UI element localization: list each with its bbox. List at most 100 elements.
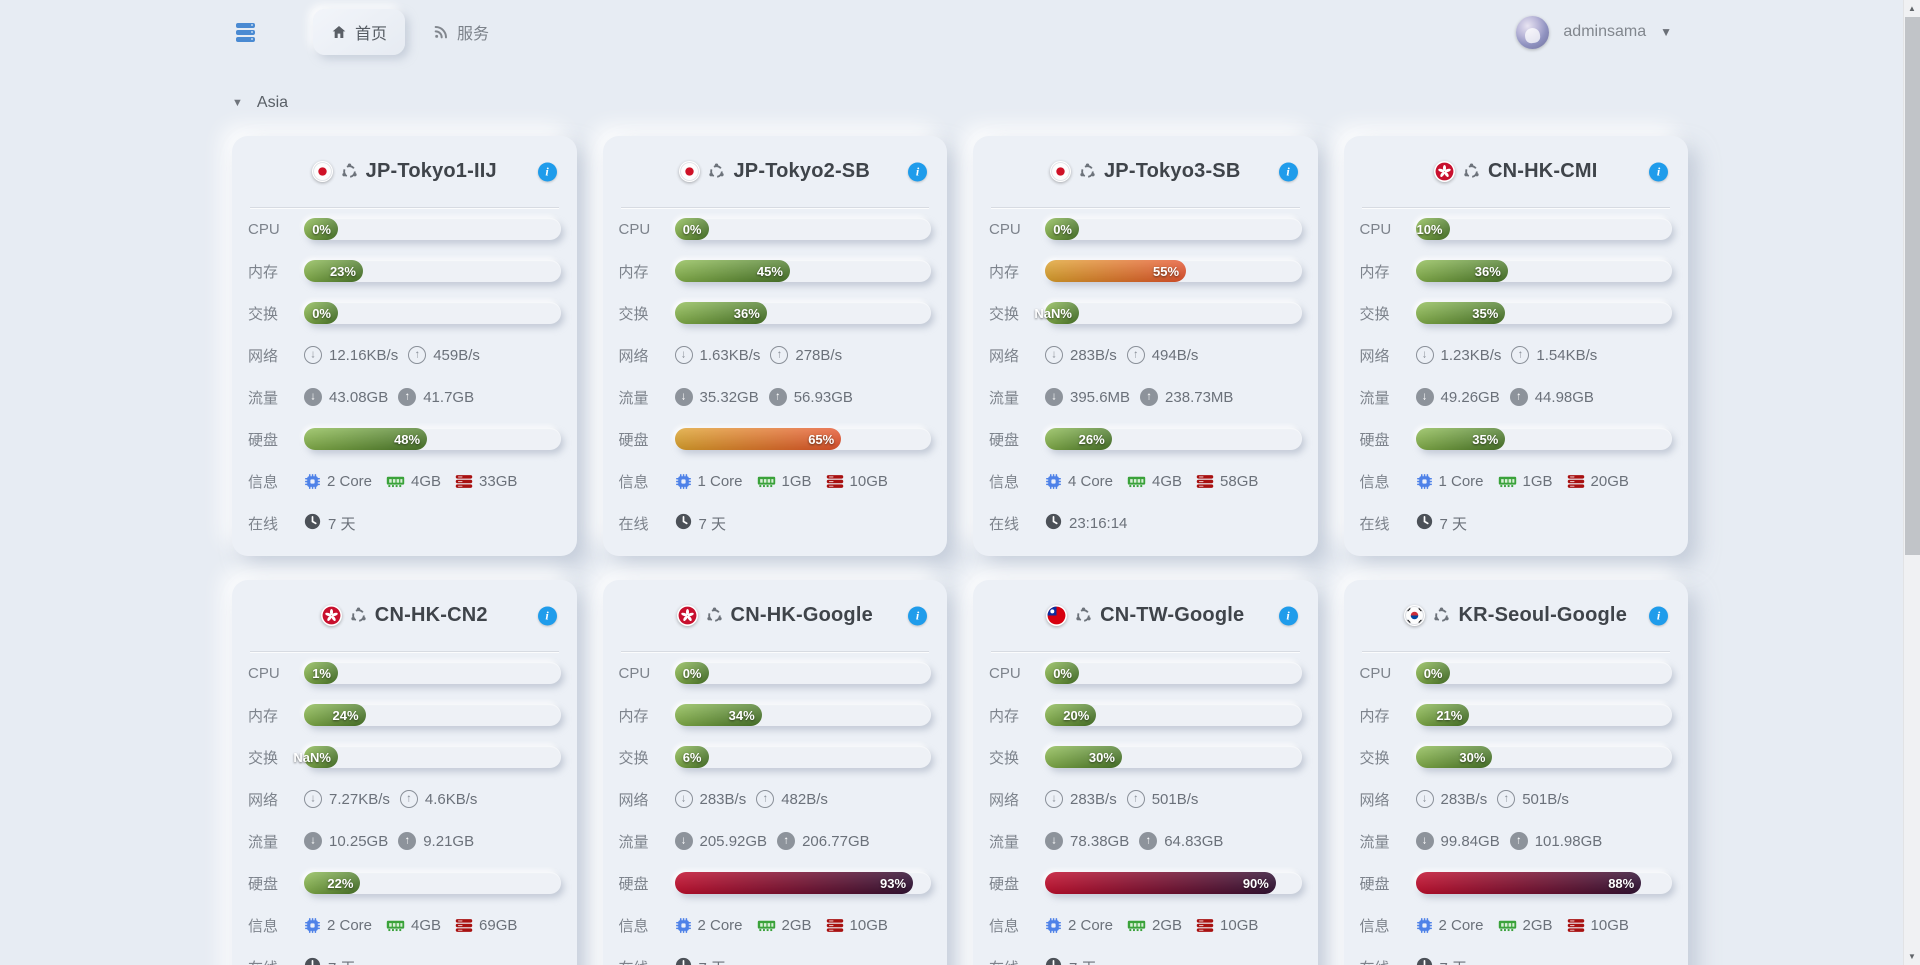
info-icon[interactable]: i: [537, 606, 557, 625]
swap-label: 交换: [989, 305, 1020, 323]
disk-label: 硬盘: [1359, 875, 1390, 893]
download-circle-outline-icon: ↓: [304, 790, 322, 808]
disk-percent: 22%: [327, 875, 354, 891]
swap-row: 交换 30%: [1360, 736, 1672, 778]
disk-drive-icon: [455, 474, 473, 489]
scroll-down-button[interactable]: ▼: [1908, 952, 1916, 961]
traffic-row: 流量 ↓ 99.84GB ↑ 101.98GB: [1360, 820, 1673, 862]
traffic-label: 流量: [618, 389, 649, 407]
server-card: KR-Seoul-Google i CPU 0% 内存 21% 交换 30% 网…: [1343, 580, 1688, 965]
download-circle-outline-icon: ↓: [1415, 346, 1434, 364]
cpu-chip-icon: [304, 473, 321, 490]
info-row: 信息 2 Core: [248, 904, 561, 946]
memory-percent: 23%: [329, 263, 356, 279]
swap-label: 交换: [248, 305, 279, 323]
memory-row: 内存 34%: [619, 694, 931, 736]
upload-circle-solid-icon: ↑: [768, 388, 787, 406]
network-upload: 278B/s: [795, 346, 843, 364]
network-upload: 1.54KB/s: [1536, 346, 1598, 364]
country-flag-icon: [676, 605, 698, 626]
swap-bar: 6%: [674, 746, 931, 768]
disk-percent: 48%: [394, 431, 421, 447]
network-label: 网络: [1359, 791, 1390, 809]
info-label: 信息: [618, 917, 649, 935]
scrollbar[interactable]: ▲ ▼: [1903, 0, 1920, 965]
traffic-download: 205.92GB: [699, 832, 768, 850]
online-label: 在线: [1360, 957, 1416, 965]
download-circle-solid-icon: ↓: [304, 832, 322, 850]
network-label: 网络: [618, 347, 649, 365]
info-label: 信息: [1359, 473, 1390, 491]
info-icon[interactable]: i: [537, 162, 557, 181]
section-asia[interactable]: ▼ Asia: [232, 94, 1688, 112]
upload-circle-outline-icon: ↑: [1511, 346, 1530, 364]
clock-icon: [1045, 957, 1062, 965]
country-flag-icon: [1046, 605, 1068, 626]
info-icon[interactable]: i: [1649, 162, 1668, 181]
disk-percent: 88%: [1608, 875, 1635, 891]
swap-percent: NaN%: [1034, 305, 1072, 321]
memory-percent: 55%: [1153, 263, 1180, 279]
disk-bar: 90%: [1045, 872, 1302, 894]
user-menu[interactable]: adminsama ▼: [1516, 15, 1688, 49]
cpu-label: CPU: [989, 664, 1021, 682]
cpu-chip-icon: [1416, 917, 1433, 934]
cpu-label: CPU: [1359, 664, 1392, 682]
online-uptime: 7 天: [328, 515, 356, 533]
info-ram: 2GB: [781, 916, 812, 934]
cpu-percent: 1%: [312, 665, 331, 681]
traffic-upload: 44.98GB: [1534, 388, 1594, 406]
ram-icon: [757, 474, 776, 489]
server-bar: [236, 22, 255, 28]
info-ram: 1GB: [781, 472, 812, 490]
network-row: 网络 ↓ 7.27KB/s ↑ 4.6KB/s: [248, 778, 561, 820]
server-card: CN-HK-CN2 i CPU 1% 内存 24% 交换 NaN% 网络 ↓ 7.…: [232, 580, 577, 965]
info-cores: 2 Core: [697, 916, 743, 934]
traffic-label: 流量: [989, 833, 1020, 851]
swap-bar: 30%: [1415, 746, 1672, 768]
info-disk-total: 58GB: [1220, 472, 1259, 490]
memory-label: 内存: [1359, 707, 1390, 725]
disk-row: 硬盘 26%: [989, 418, 1302, 460]
cpu-chip-icon: [304, 917, 321, 934]
server-card-header: JP-Tokyo3-SB i: [991, 136, 1300, 208]
download-circle-outline-icon: ↓: [674, 790, 693, 808]
disk-label: 硬盘: [618, 875, 649, 893]
tab-home-label: 首页: [355, 26, 388, 43]
tab-home[interactable]: 首页: [313, 9, 406, 55]
tab-services[interactable]: 服务: [415, 9, 507, 55]
traffic-download: 35.32GB: [699, 388, 759, 406]
memory-bar: 23%: [304, 260, 561, 282]
online-uptime: 7 天: [328, 957, 356, 965]
scrollbar-thumb[interactable]: [1905, 17, 1920, 555]
traffic-download: 395.6MB: [1070, 388, 1131, 406]
chevron-down-icon: ▼: [1660, 25, 1672, 39]
download-circle-solid-icon: ↓: [1415, 832, 1434, 850]
traffic-row: 流量 ↓ 10.25GB ↑ 9.21GB: [248, 820, 561, 862]
memory-percent: 36%: [1474, 263, 1501, 279]
disk-label: 硬盘: [618, 431, 649, 449]
disk-label: 硬盘: [989, 875, 1020, 893]
info-label: 信息: [989, 917, 1020, 935]
info-icon[interactable]: i: [908, 162, 927, 181]
server-name: CN-TW-Google: [1100, 604, 1245, 626]
network-download: 12.16KB/s: [329, 346, 399, 364]
online-row: 在线 7 天: [1360, 502, 1673, 544]
traffic-label: 流量: [618, 833, 649, 851]
info-icon[interactable]: i: [1278, 606, 1298, 625]
cpu-row: CPU 0%: [248, 208, 561, 250]
info-icon[interactable]: i: [908, 606, 927, 625]
server-card: CN-HK-Google i CPU 0% 内存 34% 交换 6% 网络 ↓ 2…: [602, 580, 947, 965]
download-circle-outline-icon: ↓: [1045, 790, 1063, 808]
traffic-label: 流量: [989, 389, 1020, 407]
memory-row: 内存 55%: [989, 250, 1302, 292]
info-icon[interactable]: i: [1278, 162, 1298, 181]
server-card-header: CN-HK-CMI i: [1361, 136, 1670, 208]
server-name: KR-Seoul-Google: [1458, 604, 1628, 626]
scroll-up-button[interactable]: ▲: [1908, 4, 1916, 13]
swap-percent: 0%: [312, 305, 331, 321]
server-stack-icon[interactable]: [232, 19, 259, 46]
cpu-bar: 0%: [1415, 662, 1672, 684]
info-icon[interactable]: i: [1649, 606, 1668, 625]
info-label: 信息: [1359, 917, 1390, 935]
